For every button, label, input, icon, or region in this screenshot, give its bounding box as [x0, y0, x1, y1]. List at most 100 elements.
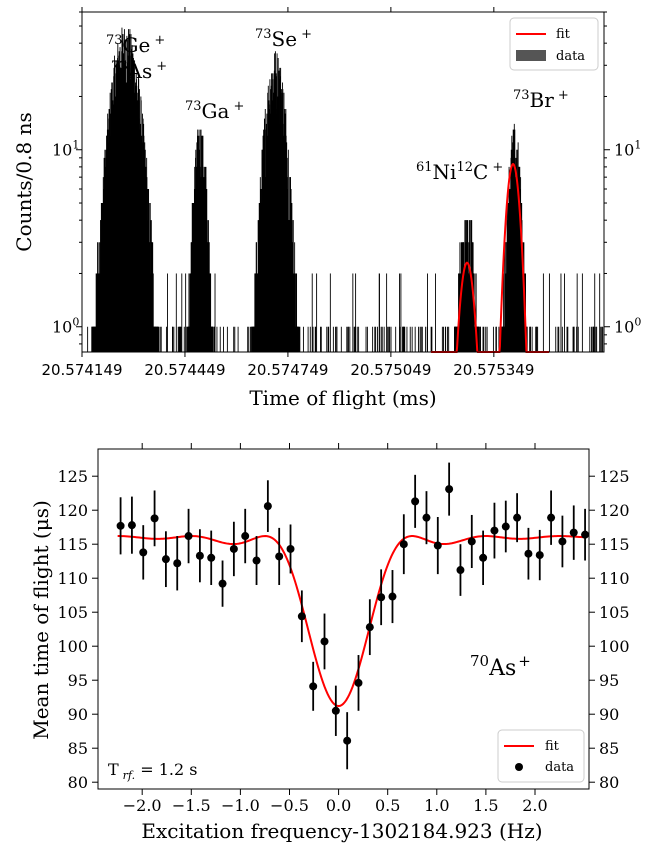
bottom-x-tick-label: 1.5 — [473, 796, 498, 815]
data-point — [173, 559, 182, 568]
top-axes-frame — [81, 11, 605, 353]
data-point — [229, 544, 238, 553]
bottom-y-tick-label-right: 85 — [599, 739, 619, 758]
top-legend: fit data — [509, 17, 599, 71]
bottom-y-tick-label-right: 95 — [599, 671, 619, 690]
bottom-x-tick-label: −2.0 — [123, 796, 162, 815]
bottom-x-tick-label: −1.5 — [172, 796, 211, 815]
label-se: 73Se + — [255, 27, 312, 51]
bottom-y-ticks: 80 80 85 85 90 90 95 95 100 100 105 105 110 110 115 115… — [57, 467, 629, 792]
data-point — [320, 637, 329, 646]
data-point — [286, 544, 295, 553]
bottom-y-tick-label-right: 80 — [599, 773, 619, 792]
data-point — [581, 530, 590, 539]
data-point — [116, 521, 125, 530]
top-y-tick-label-right: 101 — [614, 139, 641, 160]
bottom-y-tick-label-right: 115 — [599, 535, 630, 554]
bottom-chart: −2.0 −1.5 −1.0 −0.5 0.0 0.5 1.0 1.5 2.0 80 80 85 85… — [29, 443, 630, 843]
label-70as: 70As + — [470, 652, 531, 681]
data-point — [456, 566, 465, 575]
bottom-y-tick-label-right: 100 — [599, 637, 630, 656]
top-x-tick-label: 20.575049 — [350, 361, 431, 379]
data-point — [501, 522, 510, 531]
data-point — [490, 526, 499, 535]
bottom-y-tick-label: 110 — [57, 569, 88, 588]
data-point — [547, 513, 556, 522]
bottom-legend-data-swatch — [515, 763, 523, 771]
data-point — [241, 532, 250, 541]
data-point — [354, 678, 363, 687]
bottom-y-tick-label: 80 — [68, 773, 88, 792]
data-point — [422, 513, 431, 522]
data-point — [399, 540, 408, 549]
data-point — [365, 623, 374, 632]
bottom-legend-data-label: data — [545, 760, 574, 775]
label-br: 73Br + — [513, 88, 569, 112]
data-point — [388, 592, 397, 601]
top-y-tick-label: 100 — [52, 316, 79, 337]
bottom-y-tick-label-right: 125 — [599, 467, 630, 486]
top-y-ticks: 100 100 101 101 — [52, 11, 641, 345]
data-point — [411, 497, 420, 506]
label-ni-c: 61Ni12C + — [416, 160, 503, 184]
top-x-tick-label: 20.574149 — [41, 361, 122, 379]
top-x-ticks: 20.574149 20.574449 20.574749 20.575049 20.5… — [41, 7, 534, 379]
bottom-y-tick-label: 120 — [57, 501, 88, 520]
bottom-y-tick-label: 90 — [68, 705, 88, 724]
data-point — [139, 548, 148, 557]
data-point — [150, 514, 159, 523]
label-ge: 73Ge + — [106, 33, 165, 57]
data-point — [445, 485, 454, 494]
data-point — [377, 593, 386, 602]
top-legend-fit-label: fit — [556, 27, 571, 42]
data-point — [535, 551, 544, 560]
bottom-x-axis-label: Excitation frequency-1302184.923 (Hz) — [141, 819, 542, 843]
data-point — [184, 532, 193, 541]
top-x-tick-label: 20.574749 — [247, 361, 328, 379]
bottom-y-tick-label-right: 105 — [599, 603, 630, 622]
data-point — [331, 706, 340, 715]
top-y-tick-label: 101 — [52, 139, 79, 160]
bottom-x-tick-label: −1.0 — [221, 796, 260, 815]
bottom-y-tick-label: 100 — [57, 637, 88, 656]
data-point — [558, 537, 567, 546]
data-point — [218, 579, 227, 588]
bottom-data-points — [116, 462, 590, 770]
bottom-y-axis-label: Mean time of flight (μs) — [29, 500, 53, 740]
top-y-tick-label-right: 100 — [614, 316, 641, 337]
bottom-x-tick-label: −0.5 — [270, 796, 309, 815]
data-point — [195, 551, 204, 560]
label-as: 73As + — [111, 59, 167, 83]
data-point — [343, 736, 352, 745]
data-point — [569, 528, 578, 537]
data-point — [263, 502, 272, 511]
top-fit-curve — [431, 162, 550, 353]
bottom-y-tick-label-right: 90 — [599, 705, 619, 724]
bottom-x-ticks: −2.0 −1.5 −1.0 −0.5 0.0 0.5 1.0 1.5 2.0 — [123, 443, 548, 815]
data-point — [467, 537, 476, 546]
bottom-y-tick-label: 95 — [68, 671, 88, 690]
top-legend-data-label: data — [556, 49, 585, 64]
data-point — [433, 541, 442, 550]
bottom-x-tick-label: 2.0 — [522, 796, 547, 815]
bottom-y-tick-label-right: 110 — [599, 569, 630, 588]
top-x-tick-label: 20.575349 — [453, 361, 534, 379]
bottom-y-tick-label: 115 — [57, 535, 88, 554]
bottom-x-tick-label: 0.5 — [375, 796, 400, 815]
top-x-axis-label: Time of flight (ms) — [249, 386, 436, 410]
bottom-x-tick-label: 1.0 — [424, 796, 449, 815]
data-point — [479, 553, 488, 562]
bottom-x-tick-label: 0.0 — [326, 796, 351, 815]
bottom-legend-fit-label: fit — [545, 739, 560, 754]
top-legend-data-swatch — [516, 50, 546, 61]
bottom-y-tick-label: 125 — [57, 467, 88, 486]
bottom-y-tick-label: 85 — [68, 739, 88, 758]
data-point — [127, 521, 136, 530]
top-y-axis-label: Counts/0.8 ns — [12, 112, 36, 251]
data-point — [161, 555, 170, 564]
bottom-y-tick-label: 105 — [57, 603, 88, 622]
data-point — [275, 552, 284, 561]
top-chart: 20.574149 20.574449 20.574749 20.575049 20.5… — [12, 7, 641, 410]
